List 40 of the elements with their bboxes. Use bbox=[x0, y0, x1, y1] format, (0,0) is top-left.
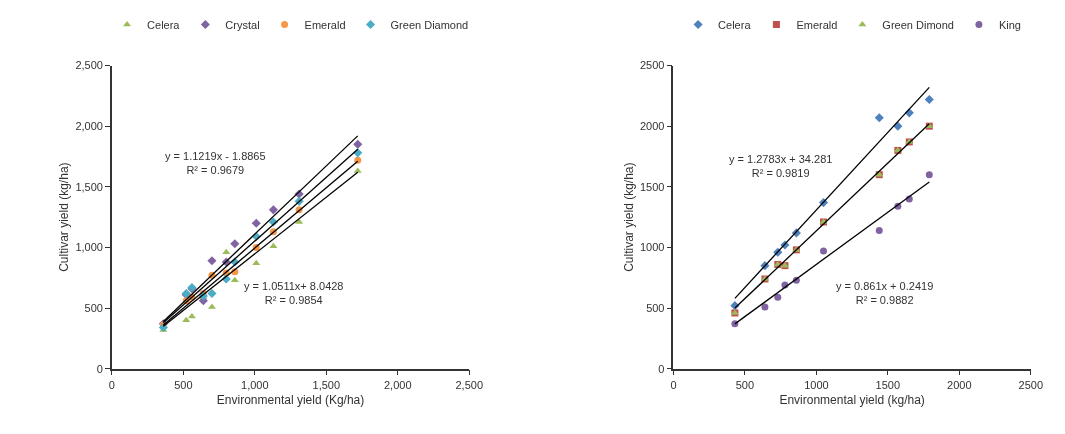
x-tick-label: 0 bbox=[670, 378, 677, 391]
y-axis-title: Cultivar yield (kg/ha) bbox=[621, 162, 636, 272]
y-tick-label: 2000 bbox=[640, 120, 665, 133]
x-tick-label: 2000 bbox=[947, 378, 972, 391]
legend-label: Celera bbox=[718, 18, 752, 31]
x-tick-label: 1500 bbox=[875, 378, 901, 391]
x-tick-label: 2500 bbox=[1018, 378, 1044, 391]
legend-label: Crystal bbox=[225, 18, 260, 31]
y-tick-label: 1,000 bbox=[75, 241, 103, 254]
annotation: y = 1.2783x + 34.281 R² = 0.9819 bbox=[729, 153, 833, 180]
y-tick-label: 1,500 bbox=[75, 180, 103, 193]
x-tick-label: 2,000 bbox=[384, 378, 412, 391]
x-tick-label: 500 bbox=[735, 378, 755, 391]
x-axis-title: Environmental yield (Kg/ha) bbox=[216, 393, 365, 408]
x-tick-label: 0 bbox=[108, 378, 115, 391]
legend-label: Emerald bbox=[796, 18, 838, 31]
x-tick-label: 1,000 bbox=[241, 378, 269, 391]
x-tick-label: 1,500 bbox=[312, 378, 341, 391]
y-tick-label: 2,000 bbox=[75, 120, 103, 133]
y-tick-label: 0 bbox=[658, 362, 665, 375]
y-tick-label: 1000 bbox=[640, 241, 665, 254]
annotation: y = 1.1219x - 1.8865 R² = 0.9679 bbox=[165, 150, 266, 177]
y-tick-label: 500 bbox=[84, 301, 103, 314]
legend-label: Emerald bbox=[304, 18, 346, 31]
legend-label: King bbox=[998, 18, 1021, 31]
y-tick-label: 1500 bbox=[640, 180, 665, 193]
legend-label: Green Dimond bbox=[882, 18, 954, 31]
x-tick-label: 1000 bbox=[804, 378, 829, 391]
annotation: y = 1.0511x+ 8.0428 R² = 0.9854 bbox=[244, 280, 344, 307]
x-tick-label: 2,500 bbox=[455, 378, 484, 391]
y-axis-title: Cultivar yield (kg/ha) bbox=[57, 162, 72, 272]
legend-label: Green Diamond bbox=[390, 18, 469, 31]
y-tick-label: 2500 bbox=[640, 59, 665, 72]
x-tick-label: 500 bbox=[174, 378, 193, 391]
y-tick-label: 0 bbox=[96, 362, 103, 375]
y-tick-label: 2,500 bbox=[75, 59, 103, 72]
legend-label: Celera bbox=[147, 18, 181, 31]
y-tick-label: 500 bbox=[646, 301, 665, 314]
annotation: y = 0.861x + 0.2419 R² = 0.9882 bbox=[836, 280, 934, 307]
x-axis-title: Environmental yield (kg/ha) bbox=[779, 393, 925, 408]
